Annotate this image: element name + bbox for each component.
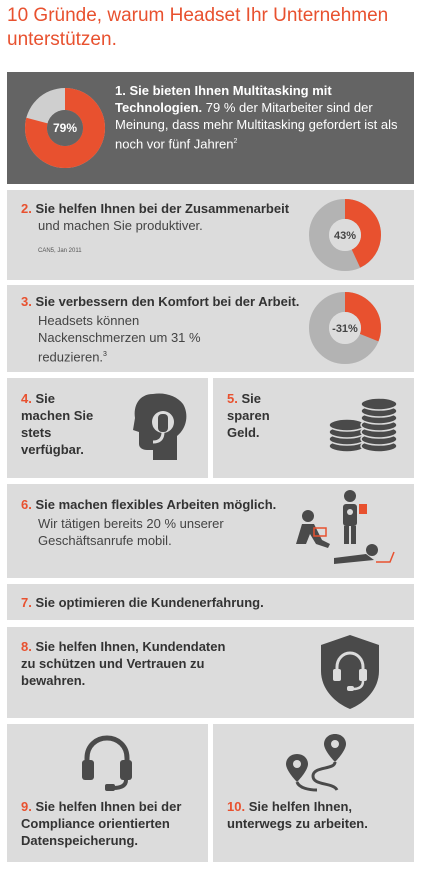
donut-hole (329, 219, 361, 251)
reason-8-text: 8. Sie helfen Ihnen, Kundendaten zu schü… (21, 638, 236, 689)
donut-label: -31% (332, 323, 358, 335)
donut-label: 43% (334, 230, 356, 242)
reason-9-text: 9. Sie helfen Ihnen bei der Compliance o… (21, 798, 205, 849)
reason-5-text: 5. Sie sparen Geld. (227, 390, 305, 441)
reason-heading: Sie helfen Ihnen bei der Compliance orie… (21, 799, 182, 848)
donut-chart-79: 79% (25, 88, 105, 168)
reason-3-text: 3. Sie verbessern den Komfort bei der Ar… (21, 293, 311, 310)
reason-10-panel: 10. Sie helfen Ihnen, unterwegs zu arbei… (213, 724, 414, 862)
page-title: 10 Gründe, warum Headset Ihr Unternehmen… (7, 5, 389, 50)
reason-body: Headsets können Nackenschmerzen um 31 % … (38, 313, 201, 365)
reason-body: 79 % der Mitarbeiter sind der Meinung, d… (115, 100, 398, 152)
donut-hole (329, 312, 361, 344)
shield-headset-icon (321, 635, 379, 709)
donut-value-arc (309, 199, 381, 271)
reason-2-panel: 2. Sie helfen Ihnen bei der Zusammenarbe… (7, 190, 414, 280)
donut-chart-31: -31% (309, 292, 381, 364)
reason-number: 2. (21, 201, 32, 216)
reason-7-text: 7. Sie optimieren die Kundenerfahrung. (21, 594, 401, 611)
reason-7-panel: 7. Sie optimieren die Kundenerfahrung. (7, 584, 414, 620)
reason-number: 1. (115, 83, 126, 98)
reason-number: 4. (21, 391, 32, 406)
reason-number: 9. (21, 799, 32, 814)
reason-heading: Sie helfen Ihnen, unterwegs zu arbeiten. (227, 799, 368, 831)
reason-3-panel: 3. Sie verbessern den Komfort bei der Ar… (7, 285, 414, 372)
reason-number: 3. (21, 294, 32, 309)
reason-10-text: 10. Sie helfen Ihnen, unterwegs zu arbei… (227, 798, 411, 832)
reason-body: Wir tätigen bereits 20 % unserer Geschäf… (38, 516, 224, 548)
donut-hole (47, 110, 83, 146)
reason-heading: Sie verbessern den Komfort bei der Arbei… (35, 294, 300, 309)
donut-value-arc (25, 88, 105, 168)
reason-1-panel: 79% 1. Sie bieten Ihnen Multitasking mit… (7, 72, 414, 184)
headset-head-icon (133, 393, 187, 460)
reason-heading: Sie optimieren die Kundenerfahrung. (35, 595, 264, 610)
reason-heading: Sie machen Sie stets verfügbar. (21, 391, 94, 457)
reason-1-text: 1. Sie bieten Ihnen Multitasking mit Tec… (115, 82, 405, 152)
footnote-ref: 3 (103, 351, 107, 358)
reason-number: 10. (227, 799, 246, 814)
reason-3-body: Headsets können Nackenschmerzen um 31 % … (38, 312, 208, 365)
reason-4-text: 4. Sie machen Sie stets verfügbar. (21, 390, 99, 458)
reason-6-text: 6. Sie machen flexibles Arbeiten möglich… (21, 496, 301, 513)
reason-4-panel: 4. Sie machen Sie stets verfügbar. (7, 378, 208, 478)
reason-6-body: Wir tätigen bereits 20 % unserer Geschäf… (38, 515, 258, 549)
mobile-workers-icon (296, 490, 395, 564)
footnote-ref: 2 (233, 138, 238, 145)
reason-heading: Sie sparen Geld. (227, 391, 270, 440)
coins-icon (328, 397, 398, 453)
donut-value-arc (309, 292, 381, 364)
reason-body: und machen Sie produktiver. (38, 218, 203, 233)
reason-number: 7. (21, 595, 32, 610)
reason-9-panel: 9. Sie helfen Ihnen bei der Compliance o… (7, 724, 208, 862)
reason-8-panel: 8. Sie helfen Ihnen, Kundendaten zu schü… (7, 627, 414, 718)
reason-number: 5. (227, 391, 238, 406)
reason-2-text: 2. Sie helfen Ihnen bei der Zusammenarbe… (21, 200, 301, 234)
route-map-icon (286, 734, 346, 792)
donut-label: 79% (53, 121, 77, 135)
donut-chart-43: 43% (309, 199, 381, 271)
reason-number: 6. (21, 497, 32, 512)
reason-number: 8. (21, 639, 32, 654)
source-note: CAN5, Jan 2011 (38, 248, 82, 254)
reason-heading: Sie bieten Ihnen Multitasking mit Techno… (115, 83, 332, 115)
reason-5-panel: 5. Sie sparen Geld. (213, 378, 414, 478)
reason-6-panel: 6. Sie machen flexibles Arbeiten möglich… (7, 484, 414, 578)
reason-heading: Sie helfen Ihnen, Kundendaten zu schütze… (21, 639, 226, 688)
headset-icon (82, 735, 132, 791)
reason-heading: Sie helfen Ihnen bei der Zusammenarbeit (35, 201, 290, 216)
reason-heading: Sie machen flexibles Arbeiten möglich. (35, 497, 277, 512)
